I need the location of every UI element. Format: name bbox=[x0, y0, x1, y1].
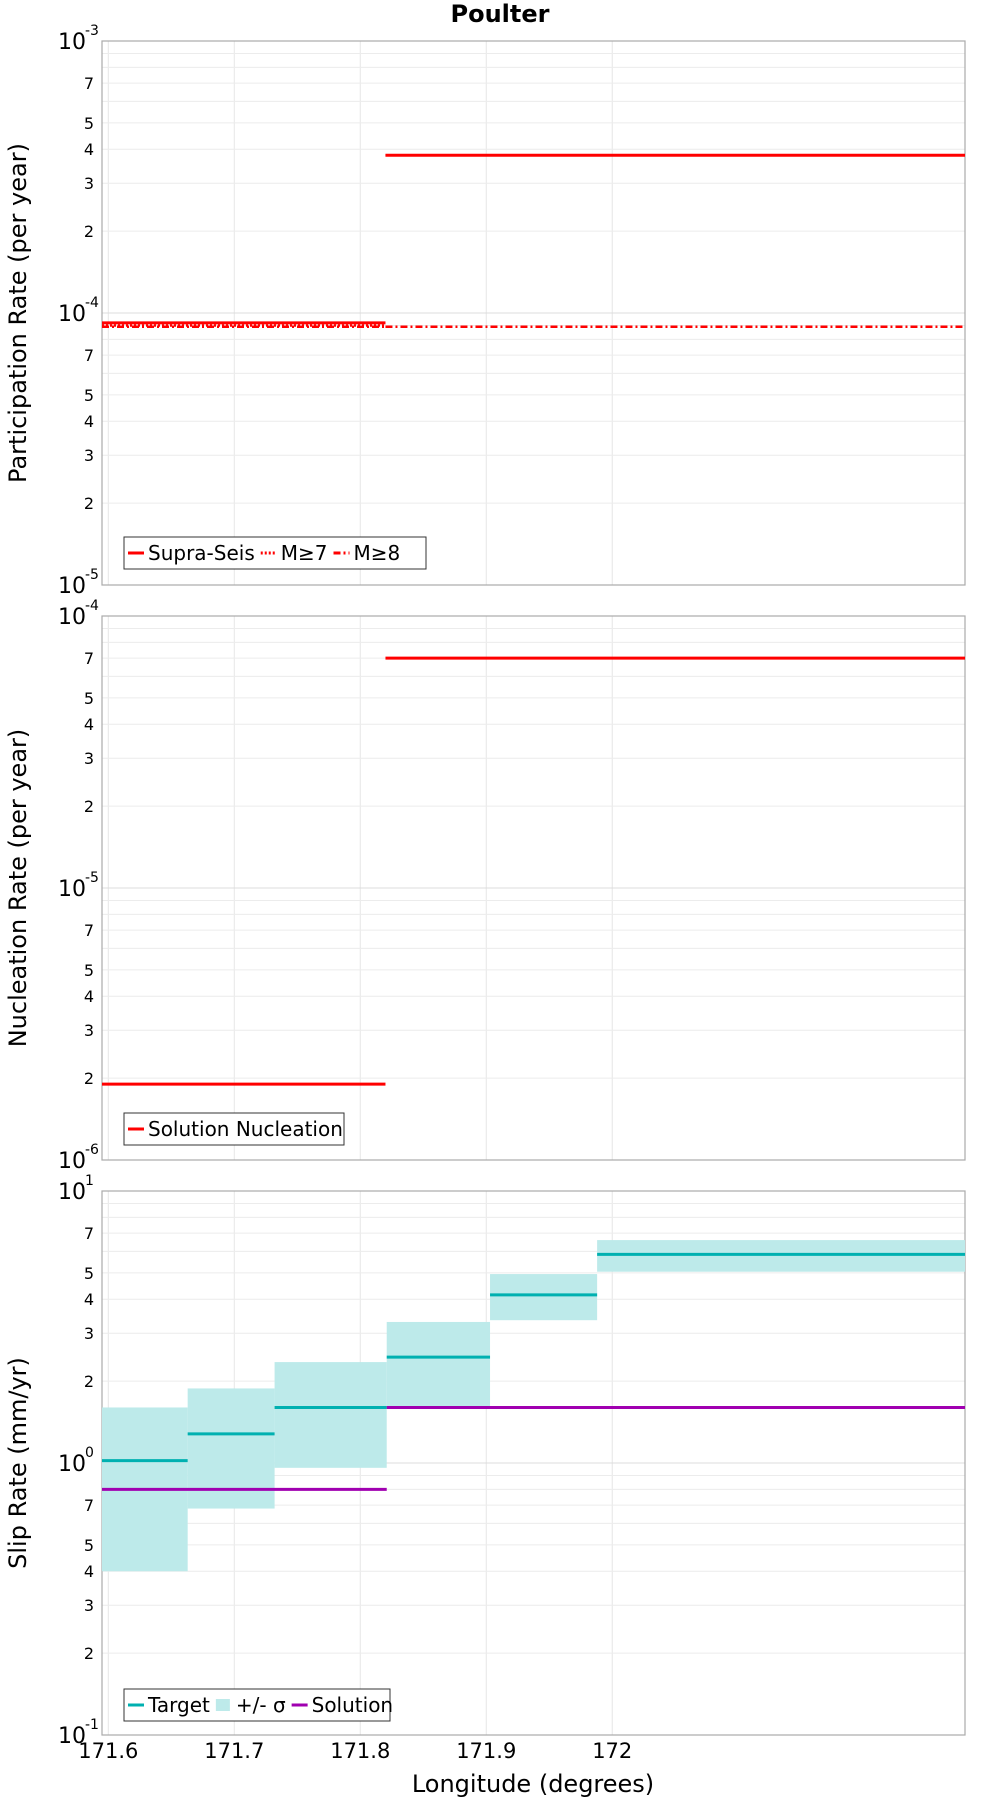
y-tick-label: 4 bbox=[84, 140, 94, 159]
y-tick-label: 5 bbox=[84, 689, 94, 708]
legend-entry: M≥8 bbox=[354, 541, 401, 565]
plot-frame bbox=[101, 40, 966, 586]
uncertainty-band bbox=[597, 1240, 965, 1272]
legend-box bbox=[123, 536, 427, 570]
uncertainty-band bbox=[490, 1274, 598, 1321]
y-tick-label: 7 bbox=[84, 921, 94, 940]
x-tick-label: 172 bbox=[592, 1739, 632, 1763]
y-tick-exponent: -5 bbox=[85, 870, 99, 886]
y-axis-label: Participation Rate (per year) bbox=[4, 143, 32, 483]
y-tick-label: 3 bbox=[84, 1021, 94, 1040]
y-tick-label: 10 bbox=[58, 30, 86, 55]
y-tick-exponent: -3 bbox=[85, 23, 99, 39]
legend-swatch bbox=[215, 1699, 230, 1711]
y-tick-label: 7 bbox=[84, 649, 94, 668]
y-tick-exponent: -4 bbox=[85, 295, 99, 311]
y-tick-label: 10 bbox=[58, 574, 86, 599]
y-tick-label: 5 bbox=[84, 961, 94, 980]
y-tick-label: 3 bbox=[84, 446, 94, 465]
legend-entry: +/- σ bbox=[236, 1693, 286, 1717]
plot-frame bbox=[101, 615, 966, 1161]
legend-box bbox=[123, 1688, 391, 1722]
y-tick-label: 4 bbox=[84, 1562, 94, 1581]
x-tick-label: 171.7 bbox=[204, 1739, 264, 1763]
legend-entry: M≥7 bbox=[281, 541, 328, 565]
y-tick-label: 3 bbox=[84, 749, 94, 768]
y-tick-label: 10 bbox=[58, 1149, 86, 1174]
y-tick-label: 7 bbox=[84, 346, 94, 365]
y-tick-exponent: 1 bbox=[85, 1173, 94, 1189]
y-tick-label: 7 bbox=[84, 1496, 94, 1515]
y-tick-label: 3 bbox=[84, 174, 94, 193]
y-tick-label: 2 bbox=[84, 1644, 94, 1663]
x-tick-label: 171.8 bbox=[330, 1739, 390, 1763]
legend-box bbox=[123, 1112, 345, 1146]
y-tick-exponent: -6 bbox=[85, 1142, 99, 1158]
y-tick-exponent: -4 bbox=[85, 598, 99, 614]
y-tick-label: 2 bbox=[84, 1372, 94, 1391]
y-tick-label: 2 bbox=[84, 222, 94, 241]
legend-entry: Supra-Seis bbox=[148, 541, 255, 565]
y-tick-label: 3 bbox=[84, 1324, 94, 1343]
y-axis-label: Nucleation Rate (per year) bbox=[4, 729, 32, 1048]
y-tick-exponent: -5 bbox=[85, 567, 99, 583]
y-axis-label: Slip Rate (mm/yr) bbox=[4, 1357, 32, 1569]
y-tick-label: 10 bbox=[58, 1180, 86, 1205]
y-tick-label: 7 bbox=[84, 1224, 94, 1243]
y-tick-label: 5 bbox=[84, 386, 94, 405]
uncertainty-band bbox=[386, 1321, 491, 1408]
y-tick-label: 2 bbox=[84, 1069, 94, 1088]
y-tick-label: 4 bbox=[84, 987, 94, 1006]
y-tick-label: 2 bbox=[84, 797, 94, 816]
y-tick-label: 10 bbox=[58, 605, 86, 630]
x-axis-label: Longitude (degrees) bbox=[412, 1770, 654, 1798]
uncertainty-band bbox=[274, 1362, 387, 1468]
y-tick-label: 10 bbox=[58, 1724, 86, 1749]
y-tick-label: 10 bbox=[58, 1452, 86, 1477]
y-tick-label: 7 bbox=[84, 74, 94, 93]
y-tick-label: 5 bbox=[84, 1536, 94, 1555]
y-tick-exponent: 0 bbox=[85, 1445, 94, 1461]
legend-entry: Solution Nucleation bbox=[148, 1117, 343, 1141]
y-tick-label: 4 bbox=[84, 715, 94, 734]
y-tick-label: 5 bbox=[84, 114, 94, 133]
legend: Supra-Seis M≥7 M≥8 bbox=[123, 536, 427, 570]
chart-title: Poulter bbox=[451, 0, 550, 28]
legend-entry: Target bbox=[147, 1693, 210, 1717]
y-tick-label: 4 bbox=[84, 412, 94, 431]
y-tick-label: 10 bbox=[58, 302, 86, 327]
x-tick-label: 171.9 bbox=[456, 1739, 516, 1763]
y-tick-label: 5 bbox=[84, 1264, 94, 1283]
x-tick-label: 171.6 bbox=[78, 1739, 138, 1763]
y-tick-label: 3 bbox=[84, 1596, 94, 1615]
legend: Solution Nucleation bbox=[123, 1112, 345, 1146]
legend: Target +/- σ Solution bbox=[123, 1688, 393, 1722]
y-tick-label: 10 bbox=[58, 877, 86, 902]
y-tick-label: 4 bbox=[84, 1290, 94, 1309]
legend-entry: Solution bbox=[312, 1693, 393, 1717]
y-tick-label: 2 bbox=[84, 494, 94, 513]
y-tick-exponent: -1 bbox=[85, 1717, 99, 1733]
